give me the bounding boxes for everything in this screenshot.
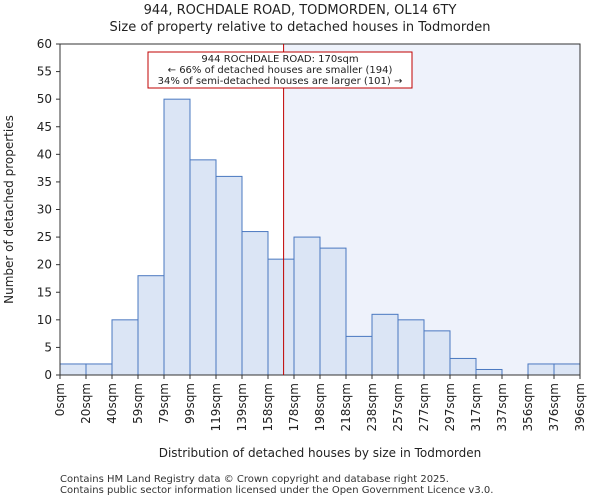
x-tick-label: 198sqm: [313, 383, 327, 431]
bar-238sqm: [371, 313, 399, 376]
bar-277sqm: [423, 330, 451, 376]
x-tick-label: 297sqm: [443, 383, 457, 431]
y-tick-label: 60: [37, 37, 52, 51]
x-tick-label: 178sqm: [287, 383, 301, 431]
y-tick-label: 15: [37, 285, 52, 299]
y-tick-label: 25: [37, 230, 52, 244]
x-tick-label: 356sqm: [521, 383, 535, 431]
footer-line-2: Contains public sector information licen…: [60, 485, 494, 496]
x-tick-label: 337sqm: [495, 383, 509, 431]
bar-158sqm: [267, 258, 295, 376]
bar-178sqm: [293, 236, 321, 376]
footer-line-1: Contains HM Land Registry data © Crown c…: [60, 474, 449, 485]
y-axis-title: Number of detached properties: [2, 115, 16, 304]
bar-317sqm: [475, 368, 503, 376]
x-tick-label: 79sqm: [157, 383, 171, 424]
x-tick-label: 99sqm: [183, 383, 197, 424]
x-tick-label: 396sqm: [573, 383, 587, 431]
y-tick-label: 35: [37, 175, 52, 189]
chart-title: 944, ROCHDALE ROAD, TODMORDEN, OL14 6TY: [143, 3, 457, 18]
chart-subtitle: Size of property relative to detached ho…: [109, 20, 491, 35]
bar-59sqm: [137, 275, 165, 376]
bar-79sqm: [163, 98, 191, 376]
bar-119sqm: [215, 175, 243, 376]
bar-139sqm: [241, 231, 269, 376]
y-tick-label: 55: [37, 65, 52, 79]
annotation-line-1: 944 ROCHDALE ROAD: 170sqm: [201, 54, 358, 65]
x-tick-label: 139sqm: [235, 383, 249, 431]
annotation-line-3: 34% of semi-detached houses are larger (…: [158, 76, 403, 87]
bar-257sqm: [397, 319, 425, 376]
bar-99sqm: [189, 159, 217, 376]
y-tick-label: 10: [37, 313, 52, 327]
bar-218sqm: [345, 335, 373, 376]
y-tick-label: 20: [37, 258, 52, 272]
x-tick-label: 119sqm: [209, 383, 223, 431]
x-tick-label: 59sqm: [131, 383, 145, 424]
bar-20sqm: [85, 363, 113, 376]
x-tick-label: 158sqm: [261, 383, 275, 431]
x-tick-label: 277sqm: [417, 383, 431, 431]
bar-0sqm: [59, 363, 87, 376]
bar-40sqm: [111, 319, 139, 376]
x-axis-title: Distribution of detached houses by size …: [159, 446, 482, 460]
x-tick-label: 218sqm: [339, 383, 353, 431]
bar-297sqm: [449, 357, 477, 376]
x-tick-label: 0sqm: [53, 383, 67, 416]
x-tick-label: 20sqm: [79, 383, 93, 424]
y-tick-label: 45: [37, 120, 52, 134]
y-tick-label: 0: [44, 368, 52, 382]
x-tick-label: 257sqm: [391, 383, 405, 431]
bar-356sqm: [527, 363, 555, 376]
bar-198sqm: [319, 247, 347, 376]
x-tick-label: 238sqm: [365, 383, 379, 431]
y-tick-label: 5: [44, 340, 52, 354]
y-tick-label: 30: [37, 203, 52, 217]
bar-376sqm: [553, 363, 581, 376]
x-tick-label: 317sqm: [469, 383, 483, 431]
x-tick-label: 40sqm: [105, 383, 119, 424]
y-tick-label: 50: [37, 92, 52, 106]
annotation-box: [147, 51, 413, 89]
y-tick-label: 40: [37, 147, 52, 161]
annotation-line-2: ← 66% of detached houses are smaller (19…: [168, 65, 393, 76]
x-tick-label: 376sqm: [547, 383, 561, 431]
